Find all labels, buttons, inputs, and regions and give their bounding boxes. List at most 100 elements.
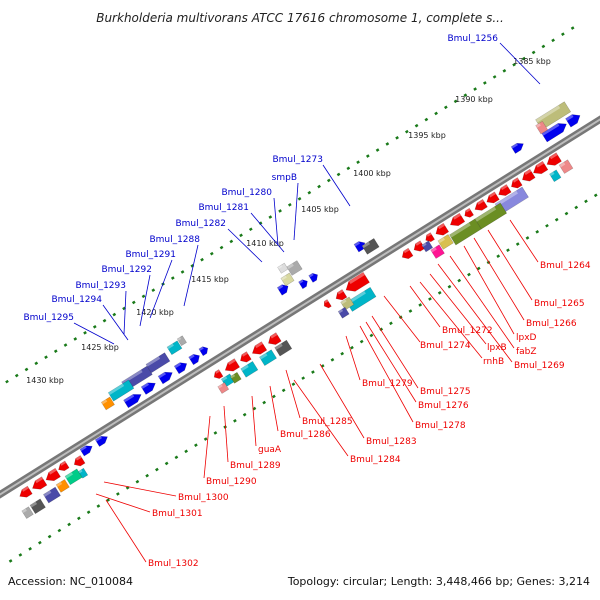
feature-shine <box>277 284 284 290</box>
scale-tick <box>545 223 549 228</box>
feature-shine <box>230 374 236 379</box>
scale-tick <box>287 203 292 207</box>
scale-tick <box>375 148 380 152</box>
scale-label: 1385 kbp <box>513 57 551 66</box>
reverse-gene-arrow <box>498 184 512 196</box>
feature-body <box>123 394 142 409</box>
gene-label-rnhb: rnhB <box>483 357 504 367</box>
feature-body <box>78 467 89 479</box>
scale-label: 1410 kbp <box>246 239 284 248</box>
feature-body <box>335 289 348 301</box>
forward-gene-arrow <box>188 353 200 366</box>
scale-tick <box>428 297 432 301</box>
feature-shine <box>488 191 496 198</box>
feature-shine <box>403 248 410 254</box>
forward-gene-arrow <box>173 362 188 375</box>
scale-tick <box>496 254 501 259</box>
cds-block <box>229 371 242 384</box>
reverse-gene-arrow <box>511 177 523 189</box>
scale-tick <box>53 349 58 353</box>
feature-shine <box>21 486 29 492</box>
feature-shine <box>217 384 223 389</box>
leader-line-bmul-1279 <box>345 335 361 381</box>
feature-body <box>43 486 61 504</box>
feature-shine <box>259 353 268 360</box>
feature-body <box>558 159 574 174</box>
forward-gene-arrow <box>565 114 581 128</box>
feature-shine <box>188 354 195 360</box>
scale-tick <box>418 303 423 307</box>
leader-line-bmul-1295 <box>73 322 115 345</box>
scale-tick <box>233 418 237 423</box>
map-title: Burkholderia multivorans ATCC 17616 chro… <box>96 11 504 25</box>
scale-tick <box>155 467 159 472</box>
scale-tick <box>531 50 536 55</box>
cds-block <box>55 479 70 493</box>
cds-block <box>274 339 293 357</box>
scale-tick <box>38 540 42 545</box>
feature-shine <box>298 279 304 284</box>
feature-shine <box>286 263 294 270</box>
gene-label-bmul-1266: Bmul_1266 <box>526 319 577 329</box>
scale-tick <box>443 105 448 110</box>
gene-label-bmul-1289: Bmul_1289 <box>230 461 281 471</box>
scale-tick <box>502 68 507 73</box>
feature-shine <box>145 356 161 367</box>
cds-block <box>259 349 277 366</box>
scale-tick <box>356 160 360 165</box>
scale-tick <box>551 38 555 43</box>
scale-tick <box>184 449 189 454</box>
feature-shine <box>536 161 545 168</box>
feature-shine <box>535 105 561 123</box>
scale-tick <box>369 333 374 338</box>
gene-label-bmul-1265: Bmul_1265 <box>534 299 585 309</box>
cds-block <box>449 218 482 246</box>
scale-tick <box>389 321 393 326</box>
scale-tick <box>574 205 579 210</box>
gene-label-bmul-1274: Bmul_1274 <box>420 341 471 351</box>
feature-body <box>224 358 241 372</box>
feature-shine <box>121 369 143 385</box>
scale-tick <box>535 230 540 234</box>
cds-block <box>437 234 454 250</box>
feature-shine <box>30 501 38 508</box>
reverse-gene-arrow <box>19 485 33 498</box>
reverse-gene-arrow <box>251 341 268 355</box>
scale-tick <box>63 343 68 347</box>
scale-tick <box>194 443 198 447</box>
reverse-gene-arrow <box>474 198 488 211</box>
scale-tick <box>18 553 23 557</box>
scale-tick <box>554 217 559 222</box>
cds-block <box>549 169 562 183</box>
scale-tick <box>67 522 71 527</box>
forward-gene-arrow <box>140 382 156 395</box>
scale-tick <box>96 504 101 508</box>
label-leader-lines <box>73 42 541 563</box>
leader-line-lpxb <box>429 273 487 345</box>
reverse-gene-arrow <box>73 455 86 467</box>
feature-body <box>107 379 135 402</box>
feature-body <box>100 396 115 411</box>
gene-label-smpb: smpB <box>272 173 297 183</box>
scale-tick <box>434 111 438 116</box>
feature-shine <box>308 273 314 278</box>
feature-body <box>549 169 562 183</box>
scale-label: 1420 kbp <box>136 308 174 317</box>
feature-shine <box>141 382 150 389</box>
scale-tick <box>24 367 29 372</box>
feature-shine <box>35 476 44 484</box>
gene-label-bmul-1273: Bmul_1273 <box>272 155 323 165</box>
feature-body <box>533 160 549 175</box>
cds-block <box>474 202 508 230</box>
forward-gene-arrow <box>198 346 209 357</box>
scale-tick <box>561 32 565 37</box>
scale-tick <box>512 62 516 67</box>
sequence-backbone <box>0 115 600 499</box>
scale-tick <box>506 248 510 252</box>
feature-shine <box>437 237 445 244</box>
scale-tick <box>404 129 409 134</box>
scale-tick <box>463 93 468 97</box>
feature-body <box>19 485 33 498</box>
feature-body <box>145 352 171 374</box>
